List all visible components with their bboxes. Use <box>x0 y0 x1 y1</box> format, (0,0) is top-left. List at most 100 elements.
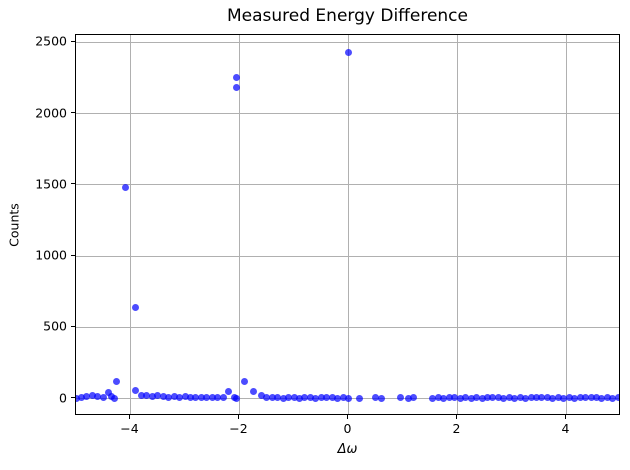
y-tick-label: 2000 <box>35 105 67 121</box>
scatter-point <box>345 394 352 402</box>
scatter-point <box>533 394 541 402</box>
scatter-point <box>543 394 551 402</box>
scatter-point <box>614 394 619 402</box>
x-tick-mark <box>238 415 239 419</box>
scatter-point <box>571 394 579 402</box>
scatter-point <box>219 394 227 402</box>
y-tick-label: 0 <box>59 390 67 406</box>
x-tick-label: 0 <box>343 421 352 436</box>
scatter-point <box>404 394 412 402</box>
scatter-point <box>396 394 404 402</box>
gridline-horizontal <box>76 326 619 328</box>
scatter-point <box>317 394 325 402</box>
scatter-point <box>148 393 156 401</box>
scatter-point <box>445 393 453 401</box>
scatter-point <box>143 392 151 400</box>
scatter-point <box>538 393 546 401</box>
scatter-point <box>494 394 502 402</box>
scatter-point <box>233 83 241 91</box>
scatter-point <box>132 303 140 311</box>
scatter-point <box>582 394 590 402</box>
scatter-point <box>410 394 418 402</box>
scatter-point <box>377 394 385 402</box>
scatter-point <box>186 394 194 402</box>
x-tick-mark <box>129 415 130 419</box>
scatter-point <box>110 394 118 402</box>
scatter-point <box>549 394 557 402</box>
scatter-point <box>263 394 271 402</box>
y-tick-mark <box>71 325 75 327</box>
scatter-point <box>328 394 336 402</box>
gridline-vertical <box>457 35 458 414</box>
scatter-point <box>121 184 129 192</box>
scatter-point <box>516 394 524 402</box>
scatter-point <box>511 394 519 402</box>
scatter-point <box>225 388 233 396</box>
scatter-point <box>295 394 303 402</box>
scatter-point <box>233 394 241 402</box>
scatter-point <box>301 394 309 402</box>
scatter-point <box>345 48 352 56</box>
scatter-point <box>132 386 140 394</box>
scatter-point <box>99 394 107 402</box>
scatter-point <box>500 394 508 402</box>
y-tick-mark <box>71 397 75 399</box>
scatter-point <box>165 393 173 401</box>
scatter-point <box>598 394 606 402</box>
scatter-point <box>505 394 513 402</box>
plot-area <box>75 34 620 415</box>
x-tick-label: 2 <box>452 421 461 436</box>
scatter-point <box>105 388 113 396</box>
x-tick-label: 4 <box>561 421 570 436</box>
gridline-vertical <box>239 35 240 414</box>
scatter-point <box>88 391 96 399</box>
scatter-point <box>489 393 497 401</box>
scatter-point <box>241 378 249 386</box>
x-tick-mark <box>456 415 457 419</box>
x-axis-label: Δω <box>337 442 358 457</box>
y-tick-mark <box>71 112 75 114</box>
scatter-point <box>467 394 475 402</box>
y-axis-label: Counts <box>6 203 22 247</box>
scatter-point <box>181 393 189 401</box>
scatter-point <box>83 392 91 400</box>
scatter-point <box>603 394 611 402</box>
scatter-point <box>268 394 276 402</box>
scatter-point <box>274 394 282 402</box>
scatter-point <box>137 391 145 399</box>
scatter-point <box>279 394 287 402</box>
scatter-point <box>249 388 257 396</box>
scatter-point <box>176 394 184 402</box>
scatter-point <box>77 393 85 401</box>
scatter-point <box>355 394 363 402</box>
scatter-point <box>462 394 470 402</box>
scatter-point <box>434 394 442 402</box>
scatter-point <box>208 393 216 401</box>
scatter-point <box>306 394 314 402</box>
scatter-point <box>214 393 222 401</box>
gridline-horizontal <box>76 184 619 186</box>
scatter-point <box>339 394 347 402</box>
scatter-point <box>560 394 568 402</box>
scatter-point <box>429 394 437 402</box>
scatter-point <box>592 394 600 402</box>
scatter-point <box>323 394 331 402</box>
scatter-point <box>76 394 80 402</box>
gridline-vertical <box>566 35 567 414</box>
scatter-point <box>565 394 573 402</box>
scatter-point <box>233 73 241 81</box>
gridline-horizontal <box>76 41 619 43</box>
gridline-vertical <box>130 35 131 414</box>
scatter-point <box>159 393 167 401</box>
scatter-point <box>609 394 617 402</box>
y-tick-label: 1500 <box>35 176 67 192</box>
y-tick-label: 500 <box>43 318 67 334</box>
scatter-point <box>522 394 530 402</box>
scatter-point <box>554 394 562 402</box>
scatter-point <box>440 394 448 402</box>
scatter-point <box>170 393 178 401</box>
y-tick-label: 1000 <box>35 247 67 263</box>
scatter-point <box>483 394 491 402</box>
y-tick-mark <box>71 254 75 256</box>
